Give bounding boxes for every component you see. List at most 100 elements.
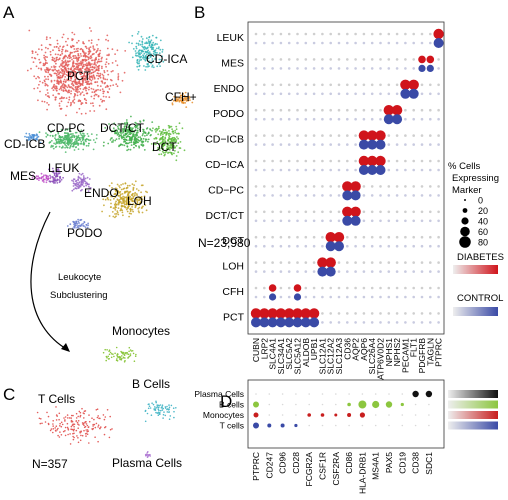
umap-point bbox=[95, 89, 98, 92]
umap-point bbox=[121, 79, 124, 82]
leukocyte-point bbox=[85, 435, 87, 437]
umap-point bbox=[61, 70, 64, 73]
dotplot-dot-control bbox=[354, 321, 357, 324]
umap-point bbox=[66, 128, 69, 131]
umap-point bbox=[111, 48, 114, 51]
umap-point bbox=[154, 42, 157, 45]
umap-point bbox=[68, 140, 70, 143]
umap-point bbox=[80, 129, 83, 132]
umap-point bbox=[114, 196, 117, 199]
dotplot-dot-control bbox=[437, 143, 440, 146]
umap-point bbox=[97, 67, 100, 70]
dotplot-dot-control bbox=[412, 143, 416, 146]
umap-point bbox=[60, 63, 63, 65]
umap-point bbox=[61, 64, 63, 67]
umap-point bbox=[34, 51, 37, 54]
umap-point bbox=[121, 129, 124, 131]
leukocyte-point bbox=[124, 352, 126, 355]
dotplot-dot-control bbox=[404, 219, 407, 223]
umap-point bbox=[86, 133, 89, 135]
dotplot-dot-control bbox=[395, 41, 399, 45]
leukocyte-point bbox=[68, 417, 71, 419]
umap-point bbox=[185, 99, 188, 101]
umap-point bbox=[135, 131, 138, 134]
dotplot-gene-label: SLC4A1 bbox=[268, 338, 278, 370]
leukocyte-point bbox=[111, 428, 113, 430]
dotplot-d-color-bar bbox=[448, 400, 498, 409]
dotplot-dot-diabetes bbox=[321, 58, 324, 61]
umap-point bbox=[155, 47, 158, 50]
umap-point bbox=[44, 178, 46, 181]
umap-point bbox=[62, 176, 64, 179]
umap-point bbox=[55, 62, 57, 65]
leukocyte-point bbox=[152, 403, 155, 406]
umap-point bbox=[66, 146, 68, 149]
dotplot-dot-control bbox=[287, 92, 291, 96]
dotplot-row-label: PCT bbox=[223, 311, 245, 323]
leukocyte-point bbox=[106, 409, 109, 411]
dotplot-dot-diabetes bbox=[400, 79, 411, 91]
dotplot-dot-control bbox=[304, 67, 308, 70]
umap-point bbox=[154, 51, 157, 54]
dotplot-dot-diabetes bbox=[379, 286, 382, 290]
leukocyte-point bbox=[77, 427, 79, 430]
dotplot-dot-control bbox=[254, 67, 258, 70]
umap-point bbox=[62, 80, 65, 83]
dotplot-dot-control bbox=[354, 143, 357, 146]
umap-point bbox=[162, 135, 164, 138]
leukocyte-point bbox=[129, 353, 132, 355]
dotplot-dot-diabetes bbox=[387, 261, 391, 264]
umap-point bbox=[158, 143, 160, 145]
umap-point bbox=[72, 145, 75, 148]
umap-point bbox=[46, 102, 48, 104]
umap-point bbox=[140, 140, 143, 143]
umap-point bbox=[35, 138, 38, 141]
umap-point bbox=[142, 46, 145, 49]
dotplot-dot-diabetes bbox=[429, 286, 432, 290]
dotplot-dot-diabetes bbox=[254, 185, 258, 188]
umap-point bbox=[116, 49, 119, 52]
umap-point bbox=[136, 200, 139, 203]
umap-point bbox=[67, 91, 69, 94]
dotplot-dot-diabetes bbox=[379, 32, 382, 36]
umap-point bbox=[160, 58, 163, 61]
leukocyte-point bbox=[82, 422, 85, 425]
umap-point bbox=[147, 40, 150, 43]
dotplot-d-row-label: Monocytes bbox=[203, 410, 244, 420]
leukocyte-point bbox=[64, 430, 66, 432]
umap-point bbox=[133, 194, 136, 197]
dotplot-dot-control bbox=[429, 117, 432, 121]
umap-point bbox=[60, 141, 63, 144]
dotplot-dot-diabetes bbox=[387, 32, 391, 36]
umap-point bbox=[80, 112, 83, 115]
leukocyte-point bbox=[102, 414, 105, 416]
leukocyte-point bbox=[153, 408, 156, 411]
umap-point bbox=[106, 70, 109, 72]
umap-point bbox=[104, 81, 106, 84]
umap-point bbox=[105, 61, 108, 63]
umap-point bbox=[74, 78, 77, 81]
umap-point bbox=[93, 63, 95, 66]
dotplot-dot-control bbox=[370, 194, 374, 197]
umap-point bbox=[72, 188, 75, 191]
leukocyte-point bbox=[149, 407, 152, 409]
dotplot-dot-control bbox=[271, 41, 274, 45]
dotplot-dot-control bbox=[329, 219, 333, 223]
leukocyte-point bbox=[126, 351, 128, 354]
leukocyte-point bbox=[85, 423, 88, 425]
umap-point bbox=[132, 48, 135, 50]
umap-point bbox=[128, 215, 131, 218]
umap-point bbox=[30, 136, 32, 139]
dotplot-dot-diabetes bbox=[437, 261, 440, 264]
umap-point bbox=[161, 131, 164, 133]
dotplot-dot-control bbox=[354, 117, 357, 121]
umap-point bbox=[73, 96, 75, 98]
umap-point bbox=[73, 33, 76, 36]
umap-point bbox=[102, 144, 105, 147]
dotplot-dot-diabetes bbox=[412, 58, 416, 61]
umap-point bbox=[142, 56, 145, 59]
umap-point bbox=[140, 144, 143, 147]
umap-point bbox=[124, 50, 127, 52]
leukocyte-point bbox=[144, 410, 147, 413]
dotplot-dot-control bbox=[321, 92, 324, 96]
